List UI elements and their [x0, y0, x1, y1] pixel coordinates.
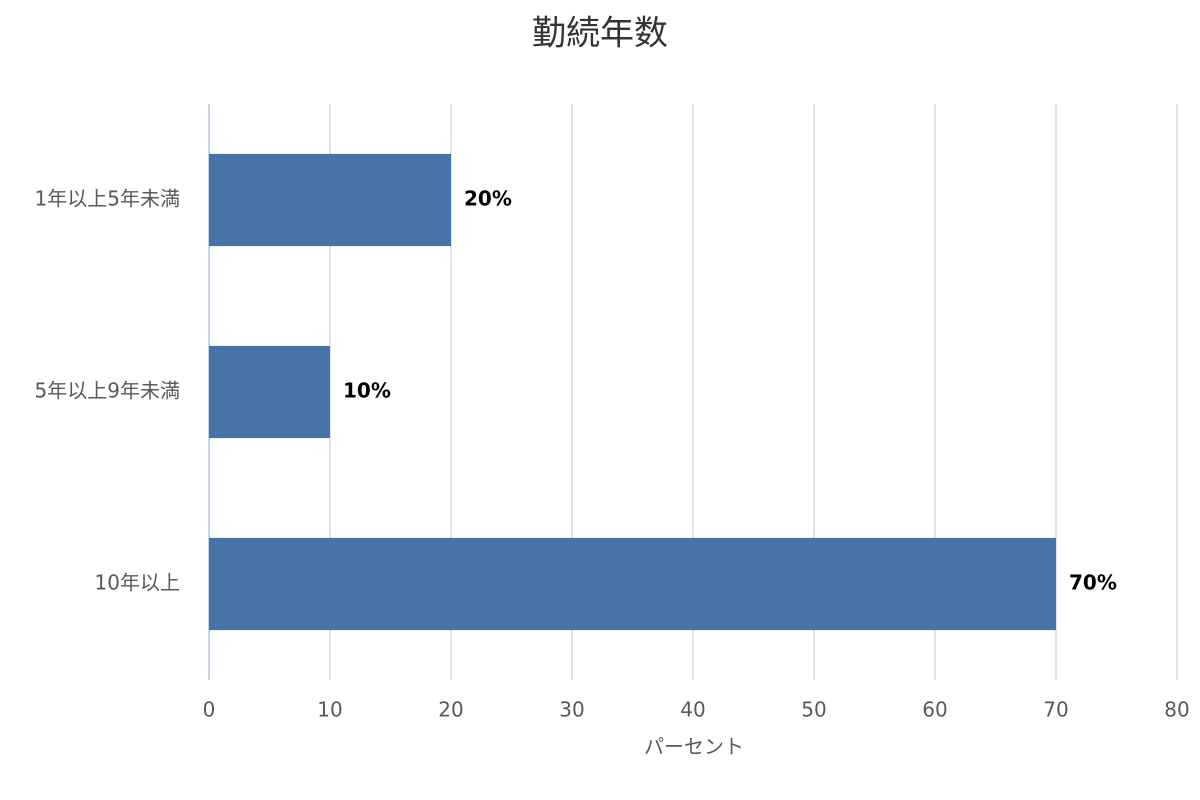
y-tick-label: 10年以上 — [95, 571, 180, 595]
value-label: 10% — [343, 379, 391, 403]
x-tick-label: 20 — [438, 698, 463, 722]
x-tick-label: 0 — [203, 698, 216, 722]
x-tick-label: 10 — [317, 698, 342, 722]
x-tick-label: 50 — [801, 698, 826, 722]
x-tick-label: 40 — [680, 698, 705, 722]
y-tick-label: 5年以上9年未満 — [35, 379, 180, 403]
bar — [209, 537, 1056, 631]
bar — [209, 345, 330, 439]
x-tick-label: 60 — [922, 698, 947, 722]
value-label: 20% — [464, 187, 512, 211]
x-axis-label: パーセント — [644, 735, 744, 759]
x-tick-label: 30 — [559, 698, 584, 722]
x-tick-label: 70 — [1043, 698, 1068, 722]
bar — [209, 153, 451, 247]
y-tick-label: 1年以上5年未満 — [35, 187, 180, 211]
chart-title: 勤続年数 — [532, 14, 668, 54]
value-label: 70% — [1069, 571, 1117, 595]
x-tick-label: 80 — [1164, 698, 1189, 722]
